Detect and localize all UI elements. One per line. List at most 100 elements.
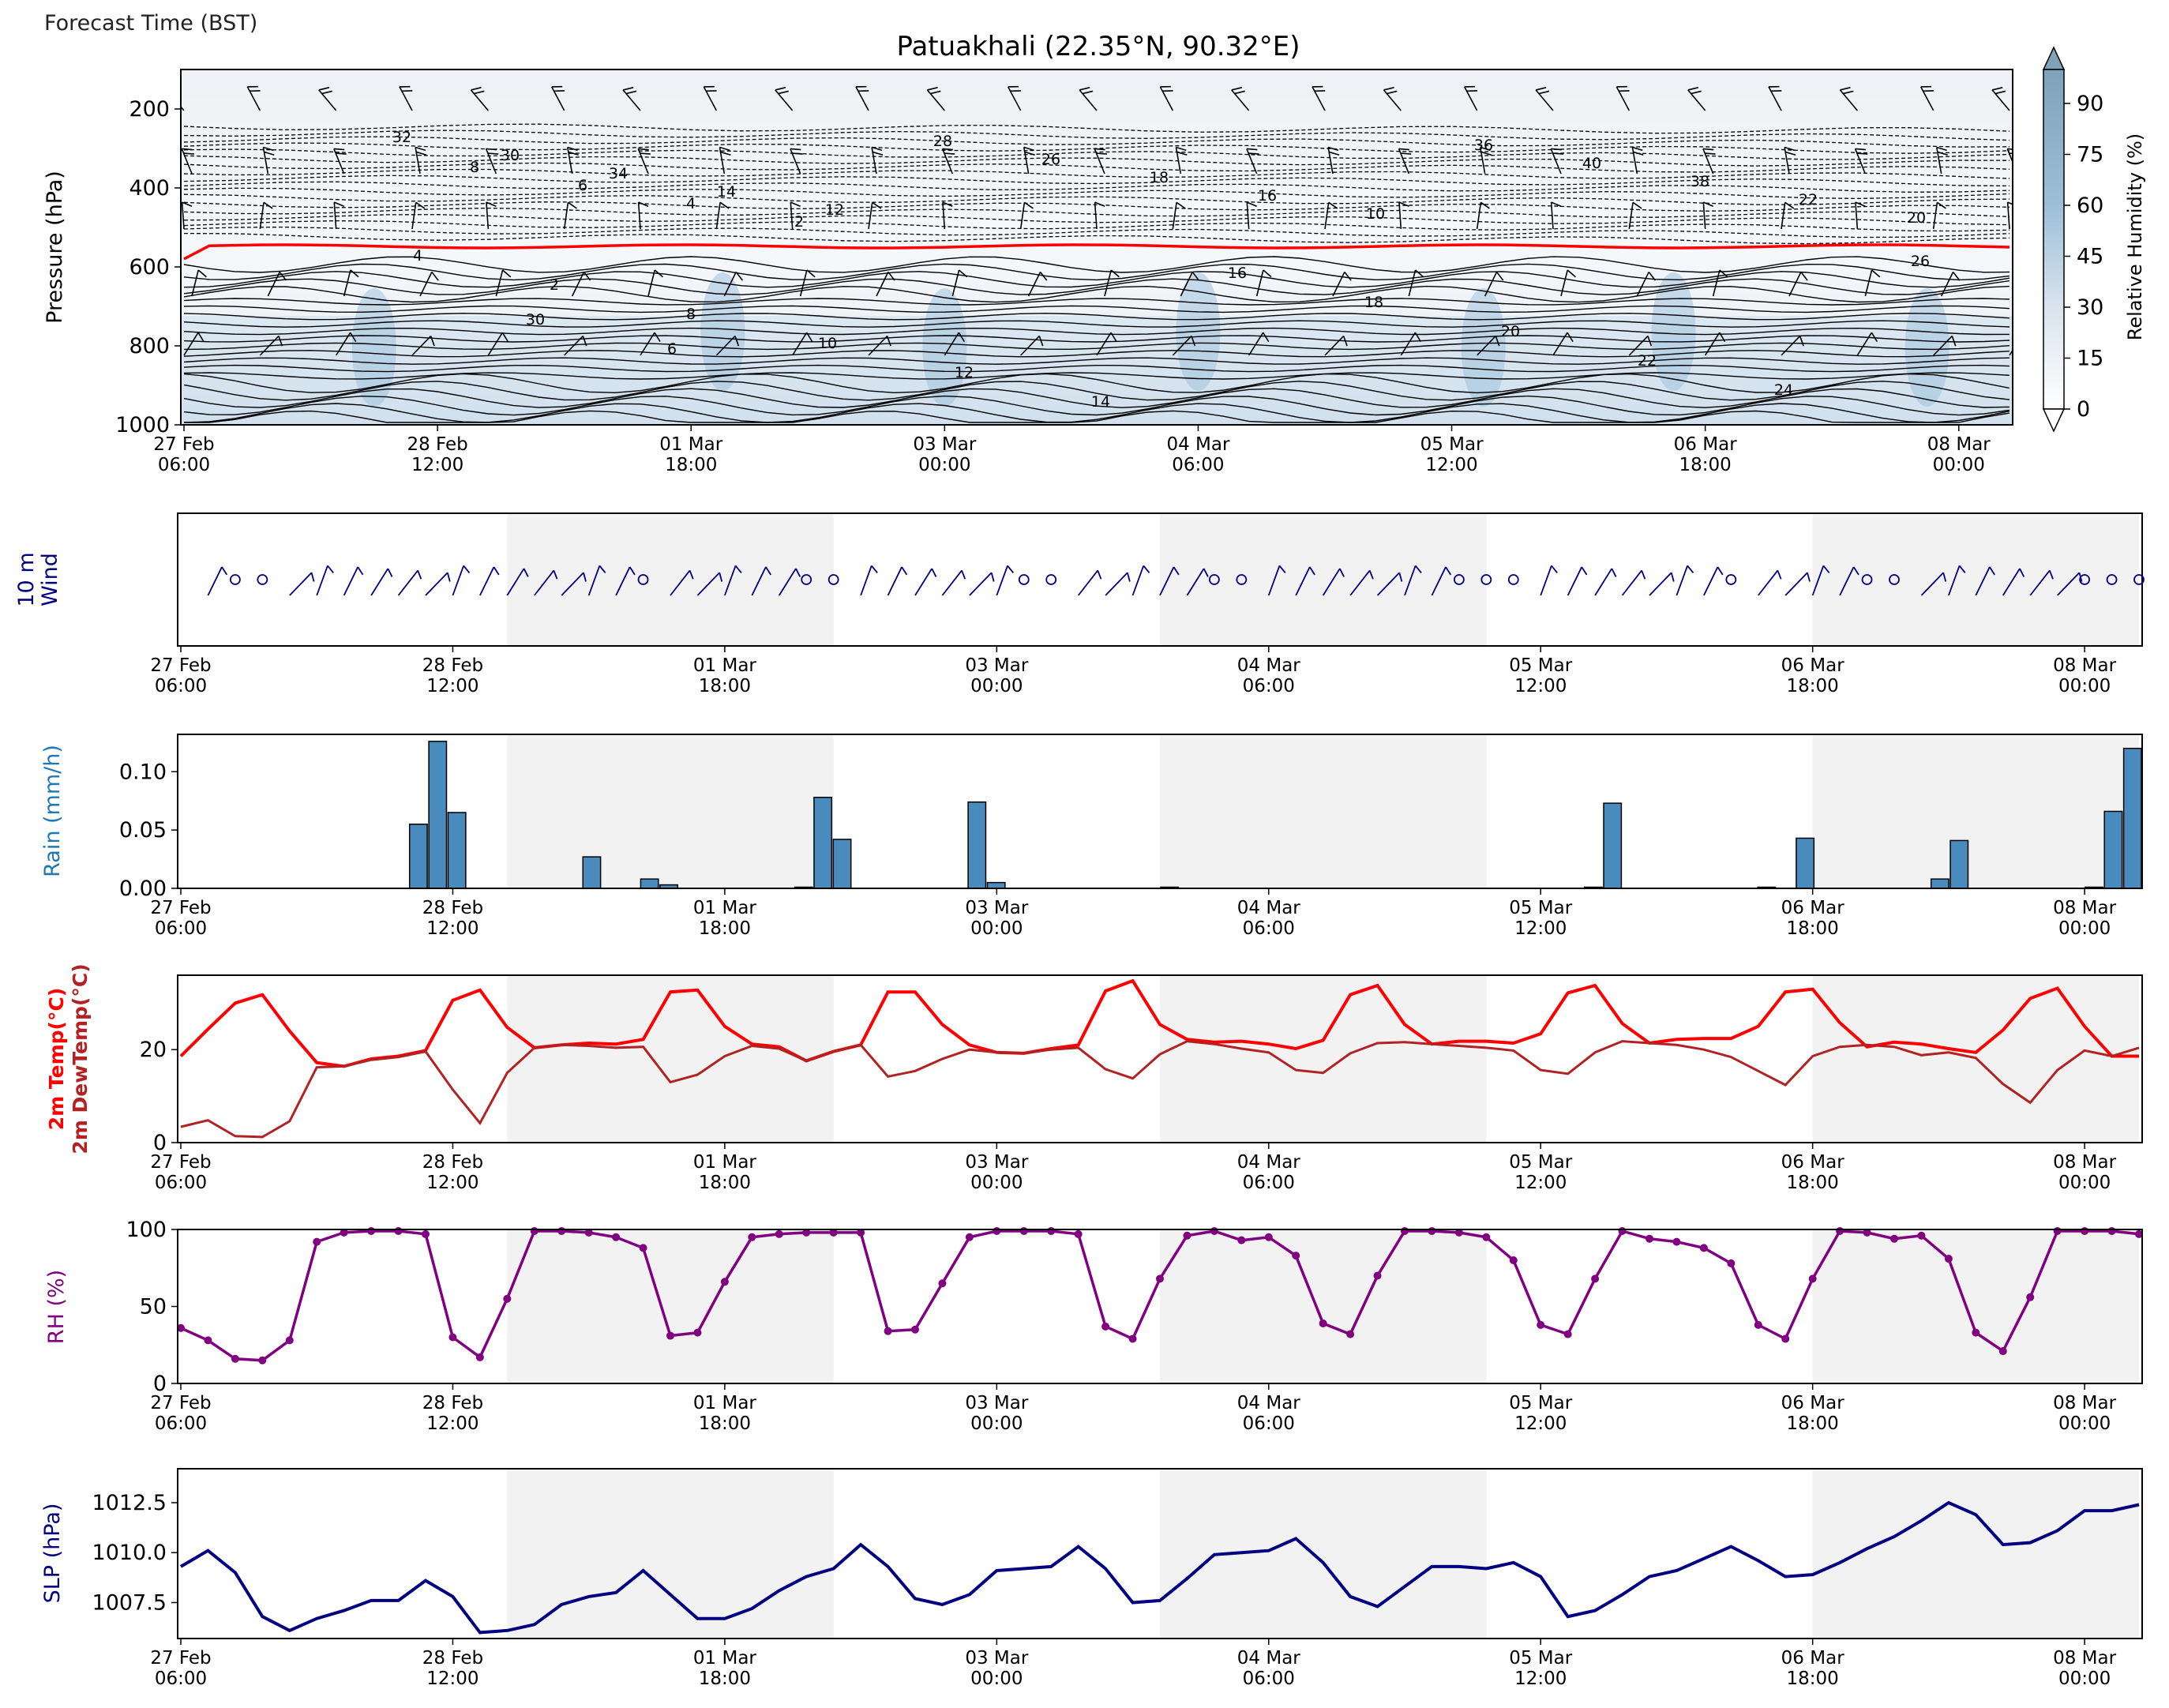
x-tick-label: 27 Feb [150, 1152, 211, 1173]
calm-wind-marker [1018, 574, 1030, 585]
profile-wind-barb [1552, 332, 1574, 356]
x-tick-label: 18:00 [1787, 1669, 1839, 1689]
chart-title: Patuakhali (22.35°N, 90.32°E) [896, 31, 1300, 62]
rain-bar [408, 824, 428, 889]
night-band [1812, 1229, 2139, 1383]
solid-contour [183, 372, 2010, 380]
contour-label: 10 [2015, 141, 2034, 158]
x-tick-label: 01 Mar [693, 898, 757, 918]
solid-contour [183, 305, 2010, 313]
profile-wind-barb [1172, 335, 1196, 356]
x-tick-label: 06 Mar [1781, 1393, 1845, 1413]
wind-barb [207, 566, 228, 596]
profile-wind-barb [1246, 148, 1259, 175]
x-tick-label: 06 Mar [1781, 1152, 1845, 1173]
contour-label: 14 [1091, 393, 1110, 411]
wind-barb [534, 569, 558, 596]
y-tick-label: 400 [129, 176, 170, 201]
wind-barb [1376, 572, 1403, 596]
wind-barb [1431, 566, 1452, 596]
contour-label: 6 [578, 177, 587, 194]
x-tick-label: 06:00 [1172, 455, 1224, 475]
x-tick-label: 08 Mar [2053, 655, 2117, 676]
x-tick-label: 08 Mar [2053, 898, 2117, 918]
x-tick-label: 06:00 [1243, 918, 1295, 939]
dewtemp-ylabel: 2m DewTemp(°C) [69, 963, 92, 1154]
profile-wind-barb [485, 148, 499, 175]
contour-label: 8 [470, 159, 479, 176]
profile-wind-barb [1172, 201, 1186, 230]
x-tick-label: 01 Mar [693, 655, 757, 676]
profile-wind-barb [1324, 201, 1338, 230]
profile-wind-barb [1255, 269, 1272, 297]
wind-barb [561, 572, 587, 596]
wind-barb [1131, 565, 1150, 596]
solid-contour [183, 313, 2010, 321]
forecast-time-label: Forecast Time (BST) [44, 11, 258, 36]
wind-barb [887, 566, 908, 596]
wind-barb [860, 565, 878, 596]
dashed-contour [183, 187, 2010, 200]
profile-wind-barb [259, 201, 273, 230]
profile-wind-barb [1079, 87, 1098, 111]
rh-point [748, 1233, 756, 1241]
profile-wind-barb [470, 87, 489, 111]
profile-ylabel: Pressure (hPa) [43, 171, 67, 324]
wind-barb [1920, 572, 1947, 596]
profile-wind-barb [637, 148, 651, 175]
profile-wind-barb [1535, 87, 1554, 111]
wind-barb [1349, 569, 1374, 596]
x-tick-label: 12:00 [426, 1173, 478, 1193]
rh-point [258, 1356, 267, 1365]
rh-point [938, 1279, 947, 1288]
humidity-patch [2063, 272, 2107, 391]
wind-barb [2002, 568, 2025, 596]
x-tick-label: 01 Mar [659, 434, 723, 455]
rh-point [911, 1325, 919, 1334]
wind-barb [1540, 565, 1558, 596]
profile-wind-barb [622, 87, 641, 111]
profile-wind-barb [1400, 332, 1422, 356]
x-tick-label: 05 Mar [1509, 1152, 1573, 1173]
x-tick-label: 00:00 [2058, 676, 2111, 696]
contour-label: 22 [1799, 191, 1818, 208]
rh-point [1074, 1229, 1083, 1238]
wind-barb [1077, 569, 1102, 596]
rh-point [584, 1228, 593, 1237]
y-tick-label: 1012.5 [92, 1491, 167, 1515]
profile-wind-barb [715, 335, 740, 356]
x-tick-label: 03 Mar [965, 898, 1029, 918]
wind-barb [1105, 572, 1131, 596]
solid-contour [183, 298, 2010, 306]
profile-wind-barb [1550, 148, 1563, 175]
x-tick-label: 00:00 [2058, 918, 2111, 939]
x-tick-label: 18:00 [699, 918, 751, 939]
wind-barb [779, 568, 801, 596]
x-tick-label: 18:00 [1679, 455, 1732, 475]
x-tick-label: 01 Mar [693, 1648, 757, 1669]
solid-contour [183, 388, 2010, 408]
y-tick-label: 0.05 [119, 818, 167, 843]
rh-point [2107, 1226, 2116, 1235]
rh-point [1454, 1228, 1463, 1237]
rh-point [177, 1323, 185, 1332]
night-band [507, 975, 834, 1143]
profile-wind-barb [791, 332, 813, 356]
freezing-level-line [183, 243, 2010, 261]
night-band [1160, 734, 1487, 888]
profile-wind-barb [647, 269, 663, 297]
x-tick-label: 06:00 [155, 918, 207, 939]
solid-contour [183, 335, 2010, 343]
profile-wind-barb [1940, 271, 1961, 297]
rh-point [422, 1229, 430, 1238]
profile-wind-barb [1704, 332, 1726, 356]
x-tick-label: 05 Mar [1509, 898, 1573, 918]
wind-barb [370, 568, 393, 596]
dashed-contour [183, 155, 2010, 167]
y-tick-label: 100 [126, 1218, 167, 1242]
calm-wind-marker [2106, 574, 2118, 585]
profile-wind-barb [1027, 271, 1048, 297]
solid-contour [183, 256, 2010, 273]
night-band [507, 734, 834, 888]
